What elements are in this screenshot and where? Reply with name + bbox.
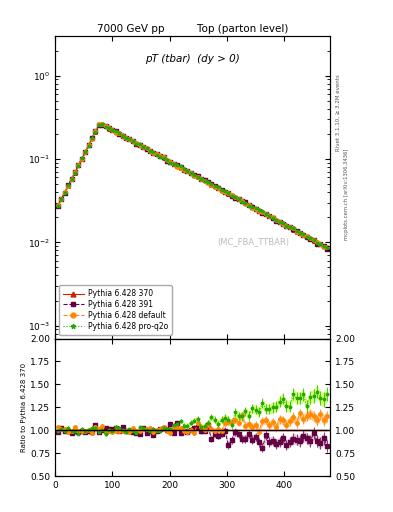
Title: 7000 GeV pp          Top (parton level): 7000 GeV pp Top (parton level)	[97, 24, 288, 34]
Y-axis label: Ratio to Pythia 6.428 370: Ratio to Pythia 6.428 370	[21, 363, 27, 452]
Legend: Pythia 6.428 370, Pythia 6.428 391, Pythia 6.428 default, Pythia 6.428 pro-q2o: Pythia 6.428 370, Pythia 6.428 391, Pyth…	[59, 285, 172, 335]
Text: mcplots.cern.ch [arXiv:1306.3436]: mcplots.cern.ch [arXiv:1306.3436]	[344, 149, 349, 240]
Text: (MC_FBA_TTBAR): (MC_FBA_TTBAR)	[217, 237, 289, 246]
Text: pT (tbar)  (dy > 0): pT (tbar) (dy > 0)	[145, 54, 240, 64]
Text: Rivet 3.1.10, ≥ 3.2M events: Rivet 3.1.10, ≥ 3.2M events	[336, 74, 341, 151]
